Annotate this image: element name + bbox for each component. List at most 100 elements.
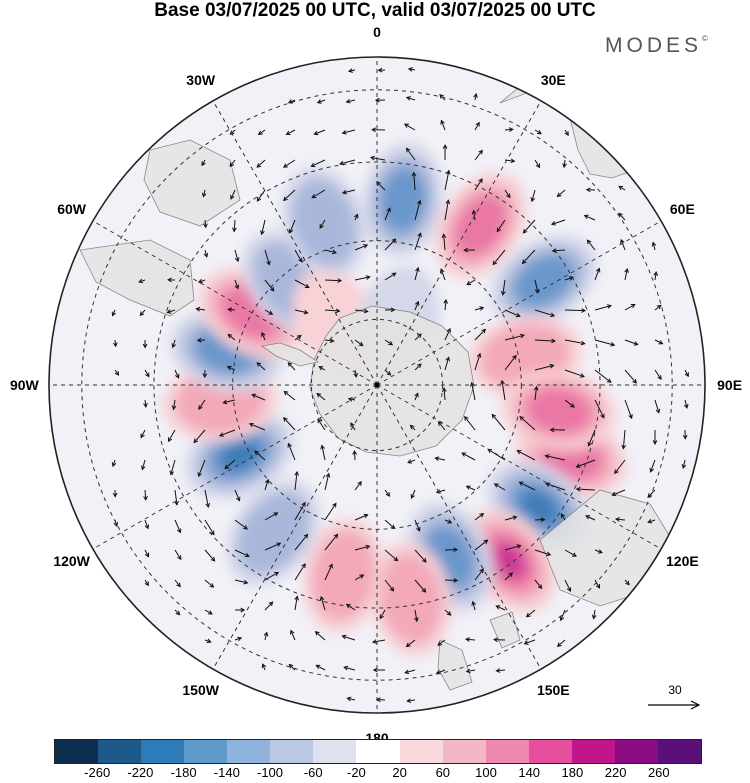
wind-arrowhead bbox=[522, 228, 528, 234]
wind-arrowhead bbox=[386, 371, 392, 376]
wind-arrowhead bbox=[391, 272, 397, 277]
wind-arrow bbox=[435, 457, 446, 461]
wind-arrowhead bbox=[684, 372, 689, 378]
colorbar-tick-label: 60 bbox=[435, 765, 451, 780]
wind-arrowhead bbox=[439, 93, 444, 99]
wind-arrowhead bbox=[463, 247, 468, 253]
wind-arrowhead bbox=[266, 260, 271, 266]
wind-arrow bbox=[324, 534, 338, 551]
wind-arrowhead bbox=[140, 465, 146, 471]
wind-arrow bbox=[384, 489, 390, 497]
wind-arrowhead bbox=[273, 512, 279, 517]
wind-arrow bbox=[384, 238, 396, 251]
new-zealand-landmass bbox=[437, 639, 473, 691]
wind-arrowhead bbox=[546, 551, 552, 557]
wind-arrowhead bbox=[559, 616, 565, 622]
wind-arrowhead bbox=[209, 583, 215, 588]
wind-arrowhead bbox=[406, 698, 412, 704]
wind-arrow bbox=[496, 219, 506, 232]
wind-arrow bbox=[444, 519, 452, 524]
polar-map bbox=[48, 56, 706, 714]
wind-arrow bbox=[410, 425, 416, 431]
wind-arrow bbox=[294, 534, 308, 551]
wind-arrowhead bbox=[512, 515, 518, 521]
wind-arrow bbox=[140, 429, 146, 438]
colorbar-swatch bbox=[442, 740, 486, 763]
wind-arrow bbox=[224, 459, 236, 469]
colorbar-tick-label: 220 bbox=[604, 765, 627, 780]
wind-arrowhead bbox=[198, 405, 203, 411]
wind-arrowhead bbox=[287, 362, 293, 367]
wind-arrow bbox=[436, 489, 446, 493]
wind-arrowhead bbox=[276, 542, 282, 547]
wind-arrowhead bbox=[142, 343, 148, 349]
wind-arrowhead bbox=[341, 189, 347, 195]
latitude-circle bbox=[153, 161, 601, 609]
wind-arrow bbox=[504, 309, 521, 317]
wind-arrowhead bbox=[549, 363, 555, 369]
wind-arrow bbox=[384, 579, 394, 592]
wind-arrowhead bbox=[479, 306, 485, 311]
wind-arrow bbox=[436, 669, 446, 674]
wind-arrow bbox=[406, 148, 416, 161]
wind-arrow bbox=[612, 489, 626, 496]
wind-arrowhead bbox=[167, 277, 172, 283]
wind-arrowhead bbox=[479, 568, 484, 574]
wind-arrowhead bbox=[481, 328, 487, 334]
wind-arrow bbox=[594, 369, 612, 383]
wind-arrowhead bbox=[345, 603, 351, 609]
wind-arrowhead bbox=[346, 696, 352, 702]
wind-arrow bbox=[594, 305, 612, 311]
wind-arrowhead bbox=[347, 397, 353, 402]
wind-arrowhead bbox=[176, 582, 181, 588]
wind-arrowhead bbox=[491, 413, 497, 419]
wind-arrowhead bbox=[606, 304, 612, 309]
wind-arrowhead bbox=[508, 572, 514, 577]
wind-arrow bbox=[144, 549, 149, 557]
antarctic-peninsula bbox=[260, 342, 320, 367]
wind-arrow bbox=[344, 666, 356, 671]
wind-reference-value: 30 bbox=[668, 683, 682, 697]
wind-arrow bbox=[384, 207, 391, 221]
wind-arrowhead bbox=[328, 563, 333, 569]
wind-arrowhead bbox=[171, 343, 176, 349]
wind-arrowhead bbox=[415, 266, 420, 272]
longitude-label: 0 bbox=[373, 24, 381, 41]
wind-arrow bbox=[473, 210, 476, 221]
wind-arrow bbox=[230, 129, 236, 135]
wind-arrowhead bbox=[138, 278, 144, 284]
wind-arrowhead bbox=[319, 223, 324, 229]
wind-arrow bbox=[504, 334, 525, 341]
wind-arrow bbox=[228, 308, 236, 311]
wind-arrow bbox=[288, 99, 296, 104]
wind-arrowhead bbox=[389, 586, 395, 592]
wind-arrowhead bbox=[437, 421, 443, 426]
wind-arrow bbox=[294, 563, 306, 581]
wind-arrow bbox=[172, 339, 176, 348]
wind-arrow bbox=[584, 215, 596, 221]
wind-arrowhead bbox=[683, 403, 689, 409]
wind-arrowhead bbox=[303, 533, 309, 539]
wind-arrowhead bbox=[318, 366, 324, 371]
wind-arrow bbox=[264, 279, 275, 292]
wind-arrowhead bbox=[337, 278, 343, 283]
wind-arrowhead bbox=[416, 363, 422, 369]
wind-arrowhead bbox=[585, 515, 591, 520]
wind-arrowhead bbox=[523, 640, 529, 645]
wind-arrowhead bbox=[518, 481, 524, 486]
wind-arrowhead bbox=[111, 462, 117, 468]
wind-arrow bbox=[234, 549, 250, 557]
wind-arrow bbox=[264, 632, 268, 641]
wind-arrowhead bbox=[544, 454, 550, 459]
wind-arrow bbox=[384, 549, 398, 562]
wind-arrowhead bbox=[478, 178, 483, 184]
wind-arrow bbox=[406, 639, 416, 647]
wind-arrow bbox=[234, 279, 239, 289]
wind-arrowhead bbox=[618, 212, 623, 218]
wind-arrowhead bbox=[405, 147, 411, 153]
wind-arrow bbox=[294, 249, 303, 263]
wind-arrowhead bbox=[446, 611, 452, 616]
wind-arrowhead bbox=[353, 372, 359, 378]
wind-arrowhead bbox=[268, 310, 274, 315]
wind-arrowhead bbox=[114, 370, 120, 376]
